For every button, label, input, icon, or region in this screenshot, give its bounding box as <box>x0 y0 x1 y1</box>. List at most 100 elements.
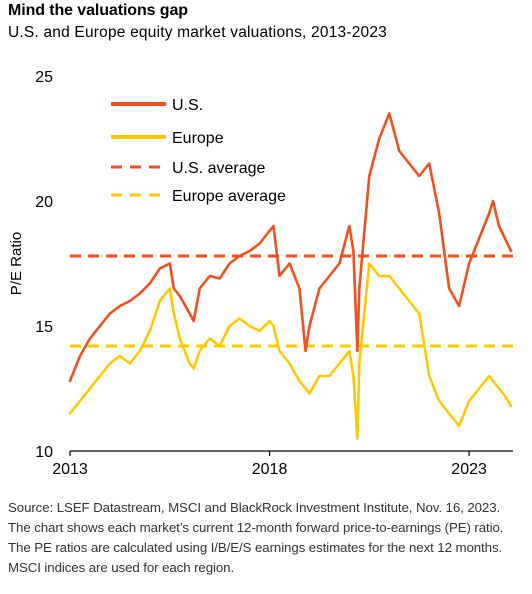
europe-data-point <box>492 380 494 382</box>
us-data-point <box>288 262 291 265</box>
us-data-point <box>188 312 191 315</box>
europe-data-point <box>218 345 221 347</box>
legend-label-u-s: U.S. <box>172 97 203 114</box>
europe-data-point <box>368 262 371 265</box>
us-data-point <box>69 380 71 382</box>
us-data-point <box>268 230 271 232</box>
source-note: Source: LSEF Datastream, MSCI and BlackR… <box>8 500 504 575</box>
europe-data-point <box>398 287 401 290</box>
legend-label-u-s-average: U.S. average <box>172 160 265 177</box>
europe-data-point <box>478 387 480 390</box>
us-data-point <box>504 237 506 240</box>
us-data-point <box>228 262 231 265</box>
europe-data-point <box>328 375 331 377</box>
europe-data-point <box>304 387 307 390</box>
us-data-point <box>208 275 211 277</box>
europe-data-point <box>348 350 351 352</box>
x-tick-label: 2023 <box>451 461 487 478</box>
europe-data-point <box>278 350 281 352</box>
us-data-point <box>488 212 490 215</box>
y-tick-label: 15 <box>35 319 53 336</box>
us-data-point <box>99 325 101 327</box>
europe-data-point <box>79 400 81 402</box>
us-data-point <box>408 162 411 165</box>
europe-data-point <box>378 275 381 277</box>
europe-data-point <box>258 330 261 332</box>
y-tick-label: 25 <box>35 69 53 86</box>
europe-data-point <box>388 275 391 277</box>
us-data-point <box>89 337 91 340</box>
europe-data-point <box>448 412 451 415</box>
us-data-point <box>368 175 371 177</box>
us-data-point <box>378 137 381 140</box>
us-data-point <box>356 350 359 352</box>
us-data-point <box>304 350 307 352</box>
europe-data-point <box>298 380 301 382</box>
valuations-line-chart: P/E Ratio 10 15 20 25 2013 2018 2023 U.S. Europe U… <box>8 69 513 478</box>
y-tick-label: 20 <box>35 194 53 211</box>
us-data-point <box>272 225 275 227</box>
europe-data-point <box>158 300 161 302</box>
europe-data-point <box>504 395 506 397</box>
europe-data-point <box>468 400 470 402</box>
europe-data-point <box>352 375 355 377</box>
europe-data-point <box>438 400 441 402</box>
us-data-point <box>168 262 171 265</box>
us-data-point <box>278 275 281 277</box>
europe-data-point <box>488 375 490 377</box>
us-data-point <box>258 242 261 245</box>
us-data-point <box>138 292 141 295</box>
europe-data-point <box>208 337 211 340</box>
europe-data-point <box>198 350 201 352</box>
us-data-point <box>428 162 431 165</box>
chart-subtitle: U.S. and Europe equity market valuations… <box>8 24 387 41</box>
us-data-point <box>418 175 421 177</box>
x-tick-label: 2013 <box>52 461 88 478</box>
x-tick-label: 2018 <box>252 461 288 478</box>
us-data-point <box>492 200 494 202</box>
us-data-point <box>388 112 391 115</box>
europe-data-point <box>99 375 101 377</box>
us-data-point <box>438 212 441 215</box>
europe-data-point <box>288 362 291 365</box>
legend-label-europe: Europe <box>172 130 224 147</box>
us-data-point <box>468 262 470 265</box>
europe-data-point <box>248 325 251 327</box>
us-data-point <box>458 305 461 307</box>
europe-data-point <box>338 362 341 365</box>
us-data-point <box>109 312 111 315</box>
us-data-point <box>510 250 512 252</box>
us-data-point <box>448 287 451 290</box>
us-data-point <box>172 287 175 290</box>
europe-data-point <box>89 387 91 390</box>
europe-data-point <box>172 312 175 315</box>
legend-label-europe-average: Europe average <box>172 188 286 205</box>
us-data-point <box>398 150 401 152</box>
europe-data-point <box>138 350 141 352</box>
europe-data-point <box>109 362 111 365</box>
us-data-point <box>308 325 311 327</box>
us-data-point <box>218 277 221 280</box>
us-series-line <box>68 112 513 383</box>
us-data-point <box>478 237 480 240</box>
us-data-point <box>148 282 151 285</box>
europe-data-point <box>128 362 131 365</box>
europe-data-point <box>418 312 421 315</box>
europe-data-point <box>192 367 195 370</box>
us-data-point <box>158 267 161 270</box>
europe-data-point <box>498 387 500 390</box>
europe-data-point <box>228 325 231 327</box>
europe-data-point <box>408 300 411 302</box>
y-tick-label: 10 <box>35 444 53 461</box>
us-data-point <box>238 255 241 257</box>
europe-data-point <box>188 362 191 365</box>
europe-data-point <box>358 362 361 365</box>
us-data-point <box>358 287 361 290</box>
us-data-point <box>248 250 251 252</box>
chart-title: Mind the valuations gap <box>8 2 188 19</box>
europe-data-point <box>458 425 461 427</box>
europe-data-point <box>238 317 241 320</box>
europe-data-point <box>318 375 321 377</box>
europe-data-point <box>356 437 359 440</box>
europe-data-point <box>118 355 121 357</box>
